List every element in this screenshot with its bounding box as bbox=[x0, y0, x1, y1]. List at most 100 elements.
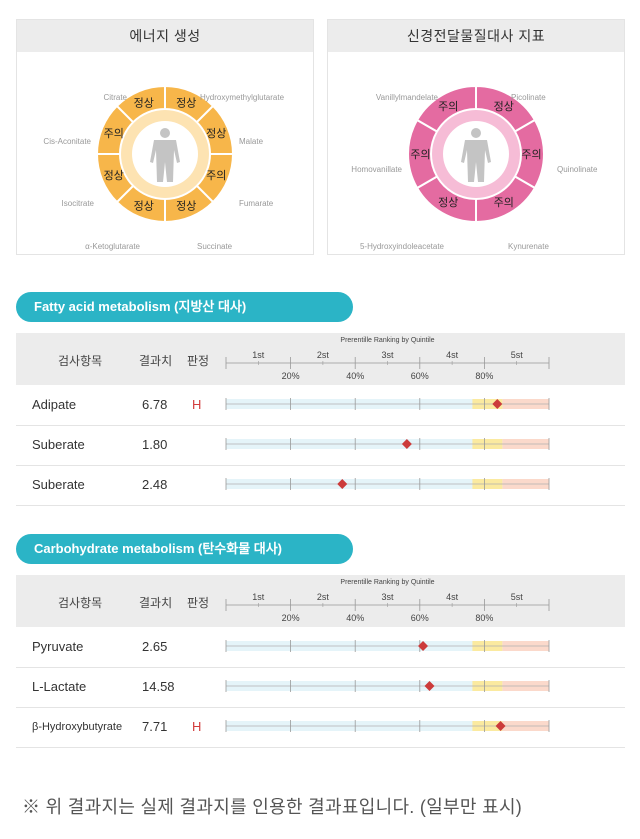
judgement-flag: H bbox=[192, 719, 202, 734]
percentile-label: 40% bbox=[346, 371, 364, 381]
segment-status: 정상 bbox=[134, 199, 154, 212]
ranking-bar bbox=[225, 478, 550, 490]
metabolite-name: Suberate bbox=[32, 477, 85, 492]
metabolite-label: Succinate bbox=[197, 242, 233, 251]
ranking-bar bbox=[225, 640, 550, 652]
ranking-scale: Prerentille Ranking by Quintile 1st 2st 3st… bbox=[225, 579, 550, 623]
ranking-scale: Prerentille Ranking by Quintile 1st 2st 3st… bbox=[225, 337, 550, 381]
metabolite-label: Quinolinate bbox=[557, 165, 598, 174]
neuro-wheel: 정상Picolinate주의Quinolinate주의Kynurenate정상5… bbox=[351, 84, 598, 251]
segment-status: 정상 bbox=[176, 97, 196, 110]
result-value: 6.78 bbox=[142, 397, 168, 412]
segment-status: 주의 bbox=[438, 100, 458, 113]
table-row: Suberate 1.80 bbox=[16, 425, 625, 466]
column-header-judgement: 판정 bbox=[187, 596, 210, 610]
segment-status: 주의 bbox=[206, 169, 226, 182]
column-header-item: 검사항목 bbox=[58, 596, 103, 610]
result-value: 2.65 bbox=[142, 639, 168, 654]
column-header-item: 검사항목 bbox=[58, 354, 103, 368]
quintile-label: 1st bbox=[252, 350, 265, 360]
human-body-icon bbox=[461, 128, 491, 182]
metabolite-label: Malate bbox=[239, 137, 264, 146]
quintile-label: 5st bbox=[511, 592, 524, 602]
metabolite-label: Isocitrate bbox=[62, 199, 95, 208]
judgement-flag: H bbox=[192, 397, 202, 412]
ranking-bar bbox=[225, 398, 550, 410]
ranking-title: Prerentille Ranking by Quintile bbox=[340, 579, 434, 586]
segment-status: 주의 bbox=[521, 148, 541, 161]
ranking-bar bbox=[225, 438, 550, 450]
result-marker bbox=[337, 479, 348, 489]
segment-status: 정상 bbox=[494, 100, 514, 113]
result-value: 14.58 bbox=[142, 679, 175, 694]
quintile-label: 2st bbox=[317, 350, 330, 360]
energy-panel: 에너지 생성 정상 Hydroxymethylglutarate 정상 Malate 주… bbox=[16, 19, 314, 255]
metabolite-label: 5-Hydroxyindoleacetate bbox=[360, 242, 445, 251]
quintile-label: 5st bbox=[511, 350, 524, 360]
percentile-label: 40% bbox=[346, 613, 364, 623]
neuro-panel-title: 신경전달물질대사 지표 bbox=[328, 20, 624, 52]
result-marker bbox=[418, 641, 429, 651]
footnote: ※ 위 결과지는 실제 결과지를 인용한 결과표입니다. (일부만 표시) bbox=[22, 797, 523, 817]
ranking-title: Prerentille Ranking by Quintile bbox=[340, 337, 434, 344]
result-value: 7.71 bbox=[142, 719, 168, 734]
result-value: 2.48 bbox=[142, 477, 168, 492]
segment-status: 정상 bbox=[134, 97, 154, 110]
segment-status: 주의 bbox=[494, 196, 514, 209]
table-row: Adipate 6.78 H bbox=[16, 385, 625, 426]
metabolite-label: α-Ketoglutarate bbox=[85, 242, 140, 251]
segment-status: 정상 bbox=[438, 196, 458, 209]
table-row: Pyruvate 2.65 bbox=[16, 627, 625, 668]
energy-panel-title: 에너지 생성 bbox=[17, 20, 313, 52]
result-marker bbox=[492, 399, 503, 409]
column-header-result: 결과치 bbox=[139, 596, 173, 610]
metabolite-label: Citrate bbox=[103, 93, 127, 102]
table-header: 검사항목 결과치 판정 Prerentille Ranking by Quintile… bbox=[16, 575, 625, 627]
quintile-label: 4st bbox=[446, 350, 459, 360]
percentile-label: 60% bbox=[411, 613, 429, 623]
quintile-label: 1st bbox=[252, 592, 265, 602]
table-row: L-Lactate 14.58 bbox=[16, 667, 625, 708]
metabolite-label: Hydroxymethylglutarate bbox=[200, 93, 285, 102]
metabolite-name: Suberate bbox=[32, 437, 85, 452]
segment-status: 정상 bbox=[176, 199, 196, 212]
column-header-result: 결과치 bbox=[139, 354, 173, 368]
metabolite-label: Fumarate bbox=[239, 199, 274, 208]
metabolite-name: Pyruvate bbox=[32, 639, 84, 654]
human-body-icon bbox=[150, 128, 180, 182]
table-row: β-Hydroxybutyrate 7.71 H bbox=[16, 707, 625, 748]
neuro-panel: 신경전달물질대사 지표 정상 Picolinate 주의 Quinolinate 주의 K… bbox=[327, 19, 625, 255]
metabolite-name: β-Hydroxybutyrate bbox=[32, 721, 123, 733]
result-marker bbox=[424, 681, 435, 691]
segment-status: 정상 bbox=[206, 127, 226, 140]
metabolite-label: Vanillylmandelate bbox=[376, 93, 439, 102]
energy-wheel: 정상 Hydroxymethylglutarate 정상 Malate 주의 Fumara… bbox=[43, 84, 285, 251]
metabolite-name: L-Lactate bbox=[32, 679, 87, 694]
table-header: 검사항목 결과치 판정 Prerentille Ranking by Quintile… bbox=[16, 333, 625, 385]
percentile-label: 60% bbox=[411, 371, 429, 381]
percentile-label: 20% bbox=[282, 613, 300, 623]
quintile-label: 3st bbox=[381, 350, 394, 360]
metabolite-label: Homovanillate bbox=[351, 165, 402, 174]
result-value: 1.80 bbox=[142, 437, 168, 452]
metabolite-label: Kynurenate bbox=[508, 242, 549, 251]
quintile-label: 2st bbox=[317, 592, 330, 602]
segment-status: 주의 bbox=[104, 127, 124, 140]
metabolite-name: Adipate bbox=[32, 397, 77, 412]
section-title-carbohydrate: Carbohydrate metabolism (탄수화물 대사) bbox=[16, 534, 353, 564]
quintile-label: 4st bbox=[446, 592, 459, 602]
percentile-label: 80% bbox=[475, 613, 493, 623]
table-row: Suberate 2.48 bbox=[16, 465, 625, 506]
ranking-bar bbox=[225, 680, 550, 692]
section-title-fatty-acid: Fatty acid metabolism (지방산 대사) bbox=[16, 292, 353, 322]
result-marker bbox=[401, 439, 412, 449]
segment-status: 정상 bbox=[104, 169, 124, 182]
ranking-bar bbox=[225, 720, 550, 732]
quintile-label: 3st bbox=[381, 592, 394, 602]
metabolite-label: Picolinate bbox=[511, 93, 546, 102]
result-marker bbox=[495, 721, 506, 731]
metabolite-label: Cis-Aconitate bbox=[43, 137, 91, 146]
segment-status: 주의 bbox=[410, 148, 430, 161]
column-header-judgement: 판정 bbox=[187, 354, 210, 368]
percentile-label: 20% bbox=[282, 371, 300, 381]
